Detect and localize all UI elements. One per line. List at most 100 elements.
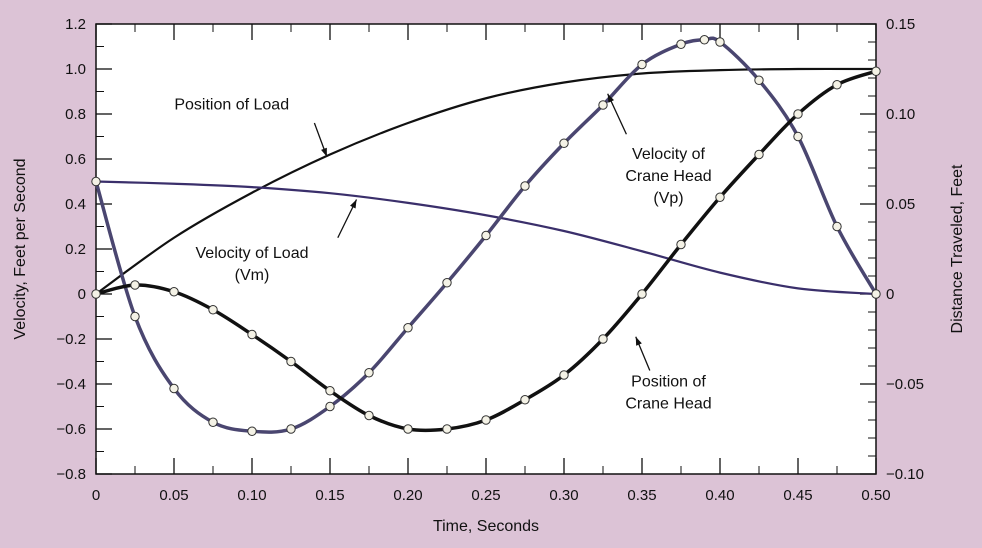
x-tick-label: 0.20 — [393, 487, 422, 504]
data-point — [637, 289, 647, 299]
data-point — [403, 424, 413, 434]
y-tick-label: −0.2 — [56, 331, 86, 348]
data-point — [871, 289, 881, 299]
annotation-text: Crane Head — [625, 395, 711, 412]
y-right-tick-label: −0.05 — [886, 376, 924, 393]
data-point — [699, 35, 710, 45]
data-point — [130, 311, 140, 322]
y-tick-label: 1.0 — [65, 61, 86, 78]
arrowhead — [607, 93, 615, 103]
arrowhead — [635, 336, 642, 346]
series-2 — [91, 35, 881, 436]
data-point — [169, 383, 179, 394]
y-right-tick-label: 0.15 — [886, 16, 915, 33]
y-axis-title-right: Distance Traveled, Feet — [949, 164, 966, 334]
data-point — [169, 287, 179, 297]
data-point — [442, 424, 452, 434]
data-point — [208, 305, 218, 315]
data-point — [559, 370, 569, 380]
data-point — [286, 424, 296, 434]
data-point — [286, 356, 296, 367]
x-tick-label: 0.50 — [861, 487, 890, 504]
tick-labels: 0 0.05 0.10 0.15 0.20 0.25 0.30 0.35 0.40 0.45 0.5… — [56, 16, 924, 504]
x-tick-label: 0.35 — [627, 487, 656, 504]
data-point — [481, 230, 491, 241]
data-point — [364, 410, 374, 421]
series-3 — [91, 66, 881, 434]
y-right-tick-label: 0 — [886, 286, 894, 303]
y-tick-label: −0.6 — [56, 421, 86, 438]
data-point — [715, 192, 725, 202]
y-tick-label: 0.2 — [65, 241, 86, 258]
data-point — [403, 323, 413, 333]
annotation-text: Crane Head — [625, 168, 711, 185]
data-point — [871, 66, 881, 76]
axis-ticks — [95, 23, 877, 475]
data-point — [442, 278, 452, 288]
y-right-tick-label: 0.05 — [886, 196, 915, 213]
data-point — [793, 109, 803, 119]
x-tick-label: 0 — [92, 487, 100, 504]
data-point — [130, 280, 140, 290]
annotation-2: Velocity of Crane Head (Vp) — [607, 93, 712, 207]
data-point — [364, 368, 374, 378]
data-point — [325, 401, 335, 412]
x-tick-label: 0.25 — [471, 487, 500, 504]
data-point — [754, 149, 764, 160]
arrowhead — [350, 199, 357, 209]
data-point — [520, 395, 530, 405]
data-point — [91, 289, 101, 299]
series-line — [95, 180, 877, 296]
data-point — [754, 75, 764, 85]
x-tick-label: 0.15 — [315, 487, 344, 504]
x-tick-label: 0.10 — [237, 487, 266, 504]
data-point — [598, 100, 608, 110]
data-point — [637, 59, 647, 70]
x-tick-label: 0.30 — [549, 487, 578, 504]
y-tick-label: −0.4 — [56, 376, 86, 393]
annotation-text: Velocity of Load — [196, 245, 309, 262]
annotation-text: Velocity of — [632, 146, 705, 163]
annotation-3: Position of Crane Head — [625, 336, 712, 412]
data-point — [793, 131, 803, 142]
series-1 — [95, 180, 877, 296]
y-tick-label: 0.6 — [65, 151, 86, 168]
x-tick-label: 0.40 — [705, 487, 734, 504]
annotation-1: Velocity of Load (Vm) — [196, 199, 358, 284]
data-point — [598, 334, 608, 344]
series-0 — [95, 67, 877, 295]
series-line — [95, 67, 877, 295]
data-point — [832, 80, 842, 90]
annotation-0: Position of Load — [174, 97, 328, 157]
data-point — [676, 39, 686, 49]
data-point — [520, 181, 530, 191]
y-tick-label: −0.8 — [56, 466, 86, 483]
annotation-text: (Vm) — [235, 267, 270, 284]
y-right-tick-label: 0.10 — [886, 106, 915, 123]
data-point — [481, 415, 491, 425]
data-point — [832, 221, 842, 232]
data-point — [715, 37, 725, 47]
y-tick-label: 0.4 — [65, 196, 86, 213]
data-point — [208, 417, 218, 427]
annotation-text: Position of Load — [174, 97, 289, 114]
y-tick-label: 0 — [78, 286, 86, 303]
data-point — [559, 138, 569, 148]
data-point — [247, 426, 257, 436]
data-point — [325, 386, 335, 396]
y-tick-label: 0.8 — [65, 106, 86, 123]
series-group — [91, 35, 881, 436]
x-tick-label: 0.45 — [783, 487, 812, 504]
y-tick-label: 1.2 — [65, 16, 86, 33]
y-right-tick-label: −0.10 — [886, 466, 924, 483]
annotation-text: Position of — [631, 373, 706, 390]
data-point — [247, 329, 257, 340]
x-axis-title: Time, Seconds — [433, 518, 539, 535]
y-axis-title-left: Velocity, Feet per Second — [12, 158, 29, 339]
data-point — [676, 239, 686, 250]
arrowhead — [321, 147, 327, 157]
x-tick-label: 0.05 — [159, 487, 188, 504]
data-point — [91, 176, 101, 187]
